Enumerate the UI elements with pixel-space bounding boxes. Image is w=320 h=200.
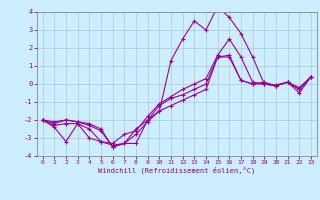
X-axis label: Windchill (Refroidissement éolien,°C): Windchill (Refroidissement éolien,°C)	[98, 167, 255, 174]
